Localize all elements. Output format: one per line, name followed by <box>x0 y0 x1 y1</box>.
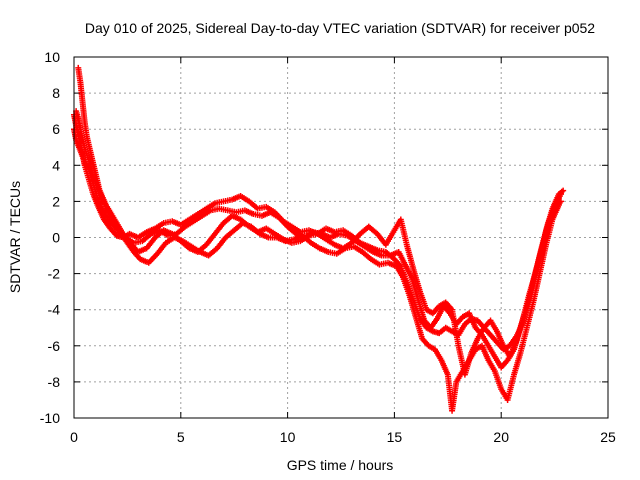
y-tick-label: 10 <box>44 49 60 65</box>
plot-frame <box>73 56 609 419</box>
data-points <box>71 64 567 414</box>
y-tick-label: 2 <box>52 193 60 209</box>
y-tick-label: 8 <box>52 85 60 101</box>
data-point <box>560 187 567 194</box>
x-tick-label: 20 <box>493 429 509 445</box>
y-axis-label: SDTVAR / TECUs <box>7 181 23 293</box>
y-tick-label: -8 <box>48 374 61 390</box>
x-tick-label: 15 <box>387 429 403 445</box>
chart-title: Day 010 of 2025, Sidereal Day-to-day VTE… <box>85 20 595 36</box>
y-tick-label: 4 <box>52 157 60 173</box>
data-point <box>558 191 565 198</box>
y-tick-label: -10 <box>40 410 60 426</box>
y-tick-label: -6 <box>48 338 61 354</box>
y-tick-label: 0 <box>52 230 60 246</box>
x-tick-label: 5 <box>177 429 185 445</box>
x-tick-label: 0 <box>70 429 78 445</box>
x-tick-label: 25 <box>600 429 616 445</box>
x-tick-label: 10 <box>280 429 296 445</box>
y-tick-label: 6 <box>52 121 60 137</box>
y-tick-label: -2 <box>48 266 61 282</box>
y-tick-label: -4 <box>48 302 61 318</box>
x-axis-label: GPS time / hours <box>287 457 394 473</box>
grid-lines <box>74 57 608 418</box>
axis-ticks: 0 5 10 15 20 25 -10 -8 -6 -4 -2 0 2 4 6 8 10 <box>40 49 616 445</box>
series-4 <box>73 108 565 378</box>
